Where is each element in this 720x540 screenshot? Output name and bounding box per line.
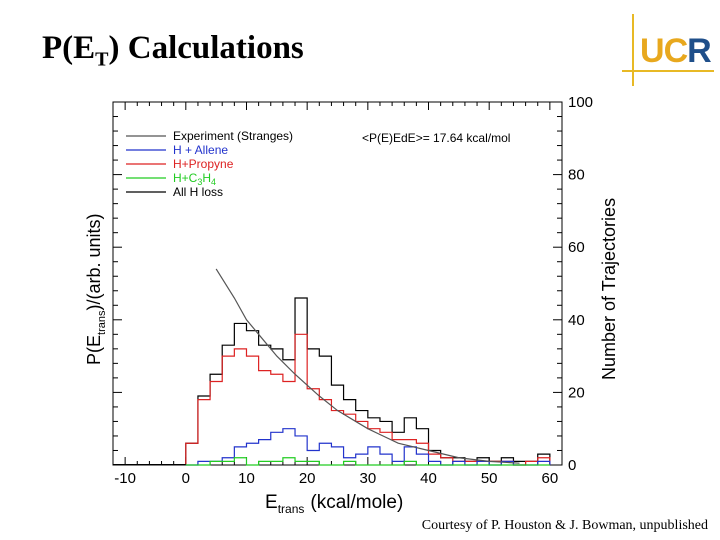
x-tick-label: 0	[182, 470, 190, 487]
x-axis-label-sub: trans	[278, 502, 305, 516]
x-tick-label: 40	[420, 470, 437, 487]
x-tick-label: -10	[114, 470, 136, 487]
y-tick-label-right: 40	[568, 312, 585, 329]
legend-label-experiment: Experiment (Stranges)	[173, 129, 293, 143]
y-axis-label-left-main: P(E	[84, 335, 104, 365]
y-axis-label-left-sub: trans	[96, 310, 108, 335]
slide-title-end: ) Calculations	[108, 30, 304, 66]
logo-letter-u: U	[640, 32, 665, 70]
logo-vertical-rule	[632, 14, 634, 86]
slide-title: P(ET) Calculations	[42, 30, 304, 72]
y-tick-label-right: 80	[568, 167, 585, 184]
series-experiment	[215, 268, 520, 464]
annotation-mean-energy: <P(E)EdE>= 17.64 kcal/mol	[362, 131, 510, 145]
slide-title-main: P(E	[42, 30, 96, 66]
credit-note: Courtesy of P. Houston & J. Bowman, unpu…	[421, 518, 708, 533]
x-tick-label: 60	[542, 470, 559, 487]
series-propyne	[185, 333, 551, 466]
x-axis-label-units: (kcal/mole)	[310, 492, 403, 513]
ucr-logo: UCR	[618, 14, 718, 86]
y-axis-label-left: P(Etrans)/(arb. units)	[84, 213, 108, 365]
series-allene	[185, 428, 551, 466]
y-tick-label-right: 60	[568, 239, 585, 256]
x-tick-label: 10	[238, 470, 255, 487]
slide-title-subscript: T	[95, 48, 109, 71]
x-axis-label: Etrans (kcal/mole)	[265, 492, 403, 516]
y-axis-label-right: Number of Trajectories	[599, 198, 619, 380]
legend-label-propyne: H+Propyne	[173, 157, 234, 171]
x-tick-label: 30	[359, 470, 376, 487]
legend: Experiment (Stranges)H + AlleneH+Propyne…	[126, 129, 293, 199]
histogram-series	[113, 268, 551, 466]
x-tick-label: 20	[299, 470, 316, 487]
logo-text: UCR	[640, 32, 712, 71]
y-tick-label-right: 20	[568, 384, 585, 401]
logo-horizontal-rule	[622, 70, 714, 72]
x-tick-label: 50	[481, 470, 498, 487]
y-tick-label-right: 100	[568, 94, 593, 111]
logo-letter-c: C	[663, 32, 689, 70]
y-tick-label-right: 0	[568, 457, 576, 474]
legend-label-c3h4: H+C3H4	[173, 171, 216, 187]
x-axis-label-main: E	[265, 492, 278, 513]
series-c3h4	[185, 457, 550, 466]
legend-label-allene: H + Allene	[173, 143, 228, 157]
logo-letter-r: R	[687, 32, 712, 70]
y-axis-label-left-end: )/(arb. units)	[84, 213, 104, 310]
series-all	[185, 297, 551, 465]
legend-label-all: All H loss	[173, 185, 223, 199]
